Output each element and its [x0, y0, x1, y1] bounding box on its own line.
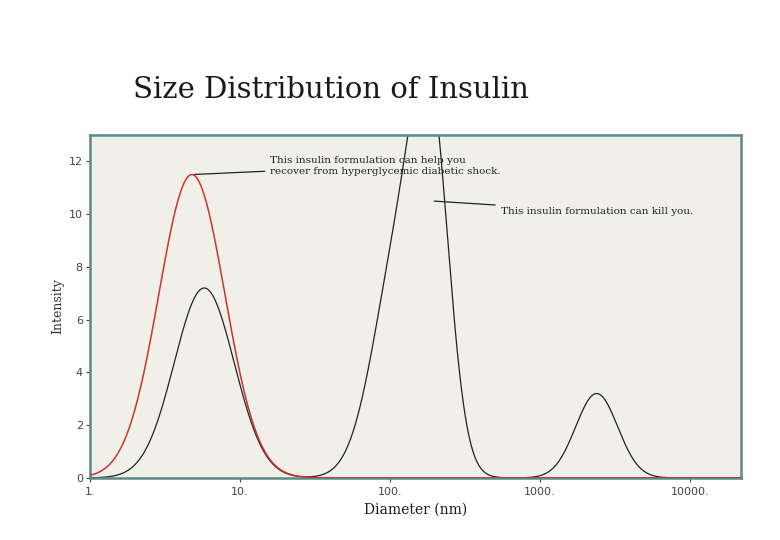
- Text: |  GÖTEBORG UNIVERSITY: | GÖTEBORG UNIVERSITY: [56, 14, 215, 28]
- Text: This insulin formulation can help you
recover from hyperglycemic diabetic shock.: This insulin formulation can help you re…: [195, 156, 501, 176]
- X-axis label: Diameter (nm): Diameter (nm): [363, 503, 467, 516]
- Text: Size Distribution of Insulin: Size Distribution of Insulin: [133, 76, 529, 104]
- Y-axis label: Intensity: Intensity: [51, 279, 65, 334]
- Text: CHALMERS: CHALMERS: [14, 14, 87, 28]
- Text: This insulin formulation can kill you.: This insulin formulation can kill you.: [434, 201, 693, 216]
